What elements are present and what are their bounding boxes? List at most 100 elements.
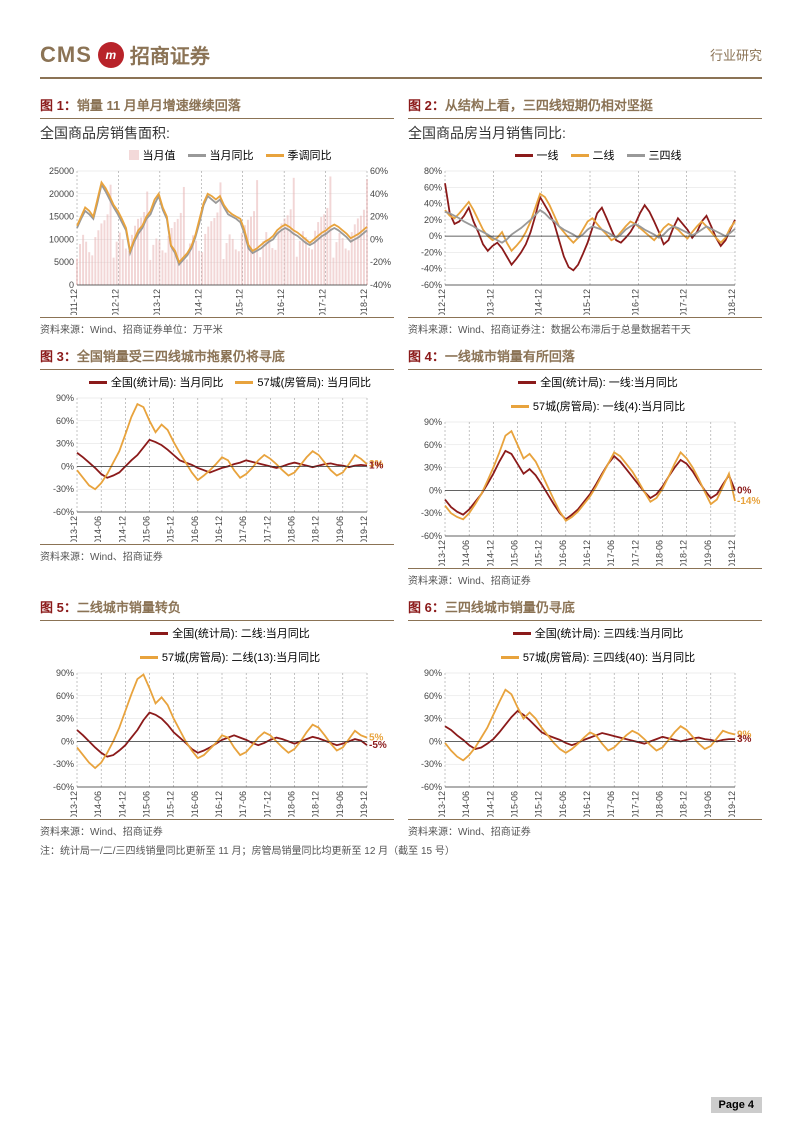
legend-item: 57城(房管局): 三四线(40): 当月同比 [501, 649, 695, 665]
fig6-source: 资料来源：Wind、招商证券 [408, 819, 762, 838]
legend-item: 二线 [571, 147, 615, 163]
svg-text:2014-12: 2014-12 [485, 540, 495, 566]
svg-text:-30%: -30% [53, 484, 74, 494]
svg-text:2015-06: 2015-06 [510, 540, 520, 566]
svg-text:2016-12: 2016-12 [582, 540, 592, 566]
legend-label: 全国(统计局): 二线:当月同比 [172, 625, 310, 641]
page-header: CMS m 招商证券 行业研究 [40, 40, 762, 79]
charts-grid: 图 1：销量 11 月单月增速继续回落 全国商品房销售面积: 当月值当月同比季调… [40, 91, 762, 838]
fig6-title: 图 6：三四线城市销量仍寻底 [408, 593, 762, 621]
svg-text:2018-06: 2018-06 [287, 516, 297, 542]
svg-text:60%: 60% [370, 166, 388, 176]
fig4-title: 图 4：一线城市销量有所回落 [408, 342, 762, 370]
svg-text:2018-12: 2018-12 [311, 791, 321, 817]
svg-text:-30%: -30% [53, 759, 74, 769]
svg-text:2018-12: 2018-12 [679, 791, 689, 817]
svg-text:80%: 80% [424, 166, 442, 176]
svg-text:2014-06: 2014-06 [93, 516, 103, 542]
svg-text:2016-06: 2016-06 [190, 516, 200, 542]
svg-text:2016-06: 2016-06 [558, 540, 568, 566]
logo-cms-text: CMS [40, 42, 92, 68]
svg-text:2014-06: 2014-06 [461, 791, 471, 817]
svg-text:0: 0 [69, 280, 74, 290]
svg-text:2015-06: 2015-06 [142, 791, 152, 817]
svg-text:2018-12: 2018-12 [727, 289, 737, 315]
svg-text:2019-06: 2019-06 [703, 791, 713, 817]
svg-text:2015-12: 2015-12 [235, 289, 245, 315]
svg-text:2019-06: 2019-06 [335, 791, 345, 817]
svg-text:-40%: -40% [421, 264, 442, 274]
svg-text:0%: 0% [429, 736, 442, 746]
svg-text:2015-06: 2015-06 [510, 791, 520, 817]
fig5-legend: 全国(统计局): 二线:当月同比 57城(房管局): 二线(13):当月同比 [40, 623, 394, 667]
legend-label: 全国(统计局): 一线:当月同比 [540, 374, 678, 390]
svg-text:2019-06: 2019-06 [335, 516, 345, 542]
svg-text:-20%: -20% [370, 257, 391, 267]
svg-text:30%: 30% [424, 714, 442, 724]
svg-text:2018-12: 2018-12 [359, 289, 369, 315]
svg-text:90%: 90% [424, 417, 442, 427]
svg-text:0%: 0% [429, 231, 442, 241]
svg-text:-60%: -60% [53, 507, 74, 517]
svg-text:-40%: -40% [370, 280, 391, 290]
svg-text:2014-12: 2014-12 [485, 791, 495, 817]
legend-item: 当月同比 [188, 147, 254, 163]
legend-label: 全国(统计局): 当月同比 [111, 374, 223, 390]
legend-label: 季调同比 [288, 147, 332, 163]
svg-text:2019-06: 2019-06 [703, 540, 713, 566]
svg-text:2016-12: 2016-12 [630, 289, 640, 315]
svg-text:-30%: -30% [421, 759, 442, 769]
svg-text:2017-06: 2017-06 [238, 791, 248, 817]
svg-text:2018-12: 2018-12 [679, 540, 689, 566]
svg-text:2013-12: 2013-12 [152, 289, 162, 315]
legend-item: 全国(统计局): 二线:当月同比 [150, 625, 310, 641]
svg-text:2013-12: 2013-12 [437, 791, 447, 817]
fig3-title: 图 3：全国销量受三四线城市拖累仍将寻底 [40, 342, 394, 370]
fig1-subtitle: 全国商品房销售面积: [40, 121, 394, 145]
svg-text:2016-06: 2016-06 [190, 791, 200, 817]
svg-text:2019-12: 2019-12 [727, 540, 737, 566]
svg-text:90%: 90% [56, 668, 74, 678]
svg-text:2013-12: 2013-12 [437, 540, 447, 566]
legend-label: 三四线 [649, 147, 682, 163]
svg-text:2012-12: 2012-12 [110, 289, 120, 315]
svg-text:3%: 3% [737, 734, 752, 745]
svg-text:0%: 0% [61, 461, 74, 471]
svg-text:2016-06: 2016-06 [558, 791, 568, 817]
svg-text:2018-06: 2018-06 [287, 791, 297, 817]
svg-text:2018-06: 2018-06 [655, 791, 665, 817]
legend-item: 季调同比 [266, 147, 332, 163]
legend-item: 57城(房管局): 一线(4):当月同比 [511, 398, 685, 414]
fig6-legend: 全国(统计局): 三四线:当月同比57城(房管局): 三四线(40): 当月同比 [408, 623, 762, 667]
svg-text:2014-12: 2014-12 [193, 289, 203, 315]
svg-text:-14%: -14% [737, 496, 760, 507]
logo-company-cn: 招商证券 [130, 40, 210, 69]
legend-item: 当月值 [129, 147, 176, 163]
fig6-chart: -60%-30%0%30%60%90%2013-122014-062014-12… [408, 667, 762, 817]
svg-text:2013-12: 2013-12 [69, 516, 79, 542]
svg-text:0%: 0% [737, 485, 752, 496]
fig2-title: 图 2：从结构上看，三四线短期仍相对坚挺 [408, 91, 762, 119]
svg-text:10000: 10000 [49, 234, 74, 244]
fig4-cell: 图 4：一线城市销量有所回落 全国(统计局): 一线:当月同比 57城(房管局):… [408, 342, 762, 587]
svg-text:20%: 20% [370, 212, 388, 222]
svg-text:2019-12: 2019-12 [727, 791, 737, 817]
fig3-cell: 图 3：全国销量受三四线城市拖累仍将寻底 全国(统计局): 当月同比57城(房管… [40, 342, 394, 587]
svg-text:2017-12: 2017-12 [318, 289, 328, 315]
svg-text:90%: 90% [56, 393, 74, 403]
page-number: Page 4 [711, 1097, 762, 1113]
svg-text:-60%: -60% [421, 782, 442, 792]
svg-text:-20%: -20% [421, 247, 442, 257]
fig2-source: 资料来源：Wind、招商证券注：数据公布滞后于总量数据若干天 [408, 317, 762, 336]
svg-text:2018-12: 2018-12 [311, 516, 321, 542]
svg-text:2019-12: 2019-12 [359, 516, 369, 542]
svg-text:2014-12: 2014-12 [534, 289, 544, 315]
logo-area: CMS m 招商证券 [40, 40, 210, 69]
svg-text:40%: 40% [424, 199, 442, 209]
svg-text:2015-12: 2015-12 [534, 791, 544, 817]
legend-label: 57城(房管局): 二线(13):当月同比 [162, 649, 320, 665]
svg-text:30%: 30% [424, 463, 442, 473]
svg-text:15000: 15000 [49, 212, 74, 222]
svg-text:2012-12: 2012-12 [437, 289, 447, 315]
svg-text:2014-12: 2014-12 [117, 516, 127, 542]
